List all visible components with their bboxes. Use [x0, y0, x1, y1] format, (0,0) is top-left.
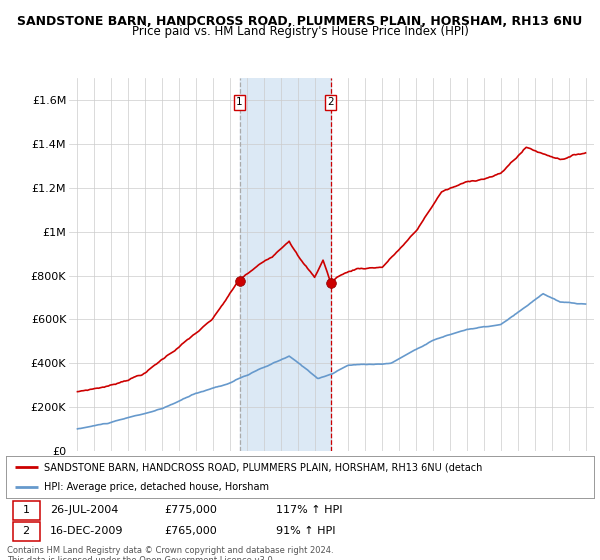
Text: 117% ↑ HPI: 117% ↑ HPI: [277, 506, 343, 515]
Text: £775,000: £775,000: [165, 506, 218, 515]
Text: 26-JUL-2004: 26-JUL-2004: [50, 506, 118, 515]
Bar: [239, 78, 331, 451]
Text: 16-DEC-2009: 16-DEC-2009: [50, 526, 124, 536]
Text: Contains HM Land Registry data © Crown copyright and database right 2024.
This d: Contains HM Land Registry data © Crown c…: [7, 546, 334, 560]
Text: 1: 1: [236, 97, 243, 108]
Text: 91% ↑ HPI: 91% ↑ HPI: [277, 526, 336, 536]
FancyBboxPatch shape: [13, 501, 40, 520]
Text: SANDSTONE BARN, HANDCROSS ROAD, PLUMMERS PLAIN, HORSHAM, RH13 6NU: SANDSTONE BARN, HANDCROSS ROAD, PLUMMERS…: [17, 15, 583, 28]
Text: 2: 2: [22, 526, 29, 536]
Text: 2: 2: [328, 97, 334, 108]
Text: SANDSTONE BARN, HANDCROSS ROAD, PLUMMERS PLAIN, HORSHAM, RH13 6NU (detach: SANDSTONE BARN, HANDCROSS ROAD, PLUMMERS…: [44, 463, 482, 472]
Text: 1: 1: [22, 506, 29, 515]
Text: £765,000: £765,000: [165, 526, 218, 536]
Text: Price paid vs. HM Land Registry's House Price Index (HPI): Price paid vs. HM Land Registry's House …: [131, 25, 469, 38]
FancyBboxPatch shape: [13, 522, 40, 540]
Text: HPI: Average price, detached house, Horsham: HPI: Average price, detached house, Hors…: [44, 483, 269, 492]
